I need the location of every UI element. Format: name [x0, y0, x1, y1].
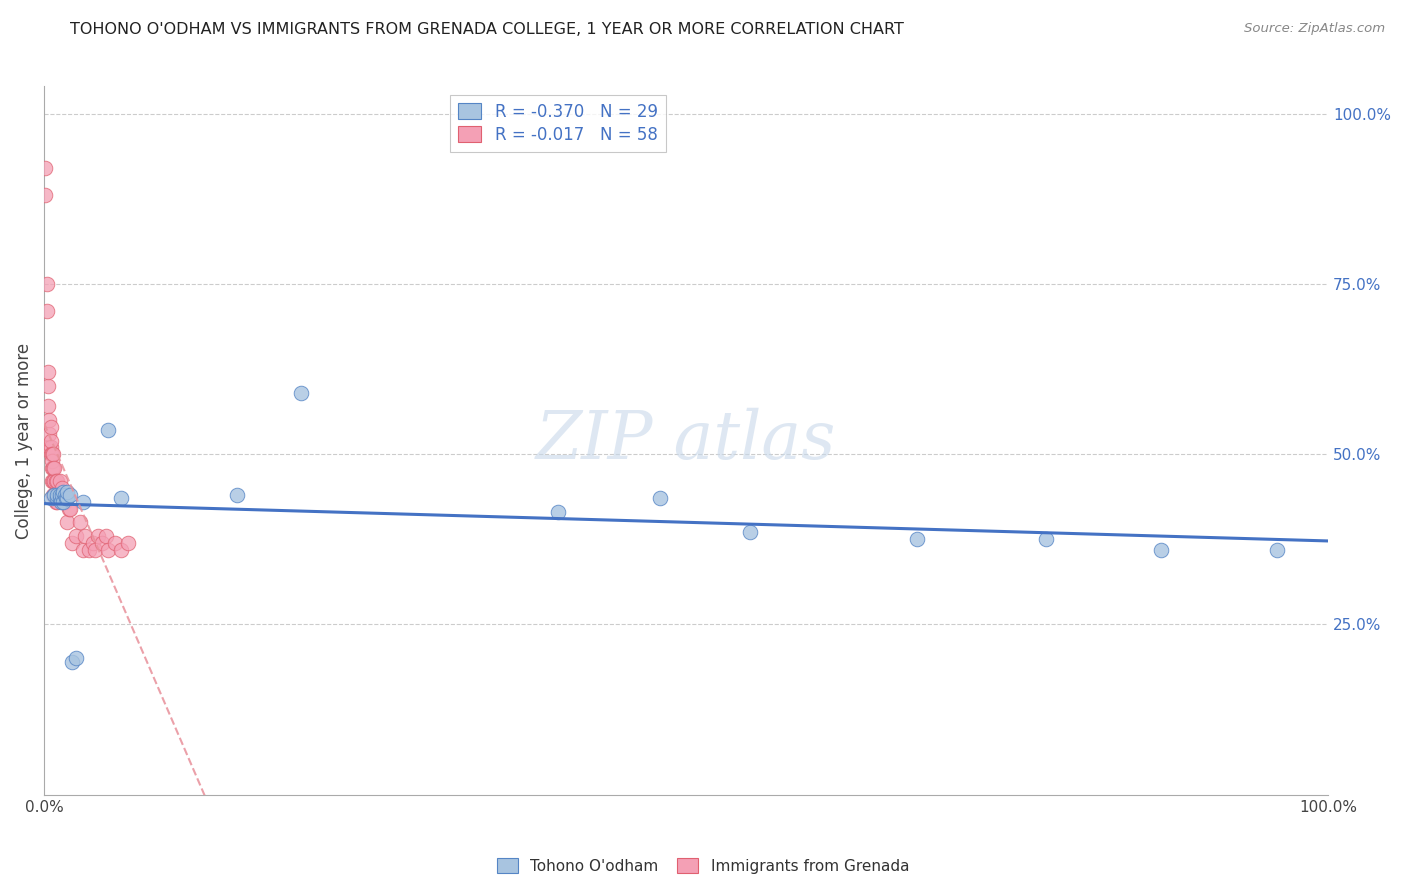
Point: [97, 423, 120, 437]
Point: [48, 475, 70, 489]
Point: [55, 488, 77, 502]
Point: [39, 447, 62, 461]
Point: [59, 501, 82, 516]
Point: [110, 491, 132, 506]
Point: [52, 495, 75, 509]
Point: [905, 533, 928, 547]
Point: [42, 447, 65, 461]
Point: [110, 542, 132, 557]
Point: [90, 535, 112, 549]
Point: [46, 491, 69, 506]
Point: [59, 488, 82, 502]
Point: [37, 400, 59, 414]
Point: [51, 488, 73, 502]
Point: [104, 535, 127, 549]
Point: [56, 484, 79, 499]
Point: [34, 161, 56, 175]
Point: [42, 460, 65, 475]
Point: [52, 495, 75, 509]
Point: [65, 651, 87, 665]
Point: [547, 505, 569, 519]
Point: [44, 488, 66, 502]
Point: [45, 475, 67, 489]
Point: [290, 385, 312, 400]
Point: [38, 426, 60, 441]
Point: [1150, 542, 1173, 557]
Point: [72, 495, 94, 509]
Point: [46, 495, 69, 509]
Point: [41, 460, 63, 475]
Point: [1265, 542, 1288, 557]
Point: [44, 460, 66, 475]
Point: [39, 434, 62, 448]
Point: [97, 542, 120, 557]
Point: [38, 413, 60, 427]
Point: [58, 501, 80, 516]
Point: [84, 542, 107, 557]
Text: Source: ZipAtlas.com: Source: ZipAtlas.com: [1244, 22, 1385, 36]
Point: [37, 366, 59, 380]
Point: [75, 529, 97, 543]
Point: [38, 441, 60, 455]
Point: [77, 542, 100, 557]
Point: [740, 525, 762, 540]
Legend: R = -0.370   N = 29, R = -0.017   N = 58: R = -0.370 N = 29, R = -0.017 N = 58: [450, 95, 666, 153]
Point: [225, 488, 247, 502]
Point: [45, 488, 67, 502]
Point: [37, 379, 59, 393]
Point: [55, 491, 77, 506]
Point: [39, 491, 62, 506]
Point: [41, 475, 63, 489]
Point: [48, 488, 70, 502]
Point: [39, 420, 62, 434]
Point: [41, 447, 63, 461]
Point: [117, 535, 139, 549]
Point: [35, 304, 58, 318]
Point: [44, 488, 66, 502]
Point: [72, 542, 94, 557]
Point: [46, 488, 69, 502]
Point: [39, 441, 62, 455]
Text: TOHONO O'ODHAM VS IMMIGRANTS FROM GRENADA COLLEGE, 1 YEAR OR MORE CORRELATION CH: TOHONO O'ODHAM VS IMMIGRANTS FROM GRENAD…: [70, 22, 904, 37]
Point: [35, 277, 58, 291]
Point: [53, 495, 76, 509]
Point: [94, 529, 117, 543]
Point: [45, 495, 67, 509]
Point: [65, 529, 87, 543]
Point: [82, 535, 104, 549]
Point: [52, 484, 75, 499]
Point: [46, 475, 69, 489]
Point: [48, 491, 70, 506]
Point: [49, 495, 72, 509]
Text: ZIP atlas: ZIP atlas: [536, 408, 837, 473]
Point: [1035, 533, 1057, 547]
Point: [87, 529, 110, 543]
Point: [42, 475, 65, 489]
Point: [41, 454, 63, 468]
Point: [34, 188, 56, 202]
Point: [60, 655, 83, 669]
Point: [44, 475, 66, 489]
Point: [56, 515, 79, 529]
Point: [650, 491, 672, 506]
Point: [52, 488, 75, 502]
Point: [69, 515, 91, 529]
Point: [60, 535, 83, 549]
Point: [51, 481, 73, 495]
Point: [46, 488, 69, 502]
Point: [42, 488, 65, 502]
Point: [49, 488, 72, 502]
Point: [48, 488, 70, 502]
Y-axis label: College, 1 year or more: College, 1 year or more: [15, 343, 32, 539]
Legend: Tohono O'odham, Immigrants from Grenada: Tohono O'odham, Immigrants from Grenada: [491, 852, 915, 880]
Point: [53, 488, 76, 502]
Point: [46, 488, 69, 502]
Point: [56, 491, 79, 506]
